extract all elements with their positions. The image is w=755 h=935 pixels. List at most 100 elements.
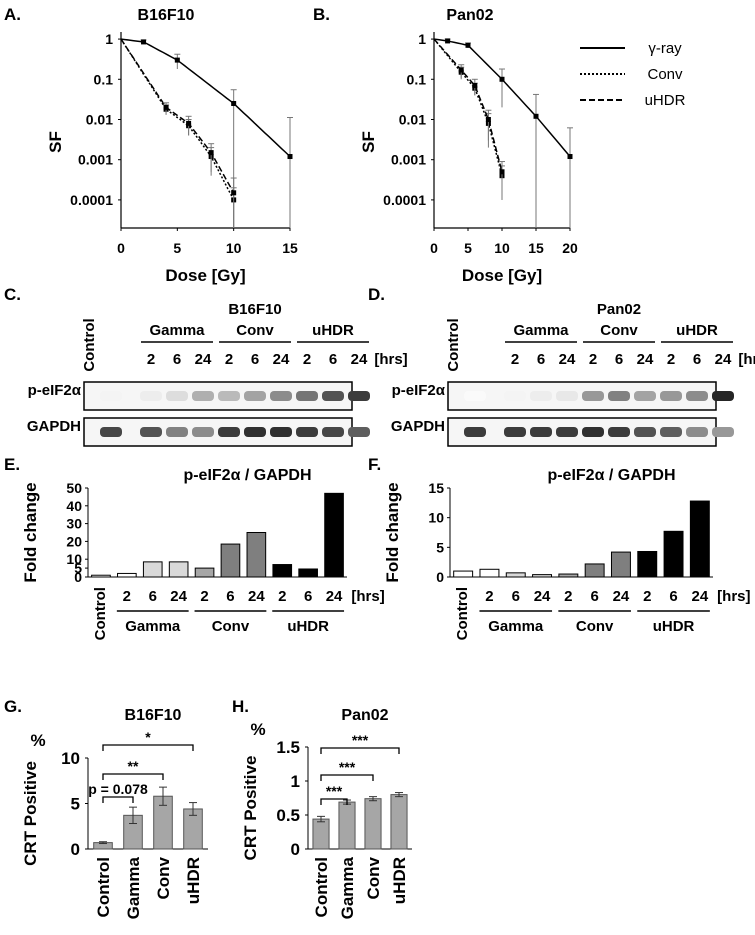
y-axis-title: SF [359,131,378,153]
x-label-control: Control [454,587,471,640]
chart-a-survival-b16f10: 1 0.1 0.01 0.001 0.0001 0 5 10 15 Dose [Gy] SF [46,31,298,285]
significance-bracket [320,747,400,754]
blot-title: B16F10 [228,301,281,318]
x-tick-label: 6 [304,588,312,605]
x-label-control: Control [92,587,109,640]
bar-0 [91,574,111,578]
y-tick-label: 50 [66,480,82,496]
timepoint-label: 24 [273,351,290,368]
blot-control-label: Control [81,318,98,371]
blot-band [244,427,266,437]
x-tick-label: 6 [512,588,520,605]
bar-1 [479,568,500,578]
timepoint-label: 6 [251,351,259,368]
x-category-label: Gamma [338,856,357,919]
group-label: Conv [576,618,614,635]
y-tick-label: 0.0001 [383,192,426,208]
y-unit-label: % [250,720,265,739]
x-category-label: uHDR [390,857,409,904]
blot-band [244,391,266,401]
blot-band [556,391,578,401]
bar-8 [663,530,684,578]
bar-5 [220,543,241,578]
y-axis-title: Fold change [383,482,402,582]
timepoint-label: 2 [511,351,519,368]
blot-band [166,427,188,437]
data-point [231,100,237,106]
y-tick-label: 1.5 [276,738,300,757]
x-tick-label: 24 [692,588,709,605]
data-point [141,39,147,45]
blot-group-label: uHDR [312,322,354,339]
group-label: uHDR [287,618,329,635]
timepoint-label: 24 [195,351,212,368]
significance-bracket [320,798,348,805]
significance-bracket [320,774,374,781]
y-tick-label: 10 [66,551,82,567]
y-tick-label: 0.01 [86,111,113,127]
blot-band [322,427,344,437]
blot-band [192,427,214,437]
row-label-gapdh: GAPDH [27,418,81,435]
row-label-gapdh: GAPDH [391,418,445,435]
unit-label: [hrs] [738,351,755,368]
blot-band [218,391,240,401]
timepoint-label: 2 [667,351,675,368]
x-tick-label: 6 [226,588,234,605]
x-tick-label: 0 [430,240,438,256]
y-unit-label: % [30,731,45,750]
bar-9 [324,492,344,578]
x-tick-label: 2 [200,588,208,605]
data-point [472,83,478,89]
x-tick-label: 2 [643,588,651,605]
timepoint-label: 6 [693,351,701,368]
x-tick-label: 5 [464,240,472,256]
x-category-label: Control [312,857,331,917]
y-tick-label: 40 [66,498,82,514]
x-category-label: Conv [364,856,383,899]
bar-1 [338,801,356,850]
data-point [287,154,293,160]
panel-letter-e: E. [4,455,20,474]
panel-letter-h: H. [232,697,249,716]
data-point [163,104,169,110]
row-label-peif2a: p-eIF2α [28,382,82,399]
chart-b-survival-pan02: 1 0.1 0.01 0.001 0.0001 0 5 10 15 20 Dose [Gy] SF [359,31,578,285]
timepoint-label: 24 [559,351,576,368]
bar-0 [312,818,330,850]
y-tick-label: 0 [436,569,444,585]
x-category-label: Conv [154,856,173,899]
x-tick-label: 24 [613,588,630,605]
blot-band [166,391,188,401]
bar-3 [168,561,189,578]
blot-band [348,391,370,401]
unit-label: [hrs] [374,351,407,368]
group-label: Gamma [488,618,544,635]
panel-letter-g: G. [4,697,22,716]
bar-3 [532,574,553,578]
y-tick-label: 0.5 [276,806,300,825]
blot-d-pan02: ControlPan02GammaConvuHDR262426242624[hr… [391,301,755,447]
x-tick-label: 6 [590,588,598,605]
significance-label: * [145,729,151,745]
data-point [445,38,451,44]
significance-label: *** [339,759,356,775]
bar-3 [390,794,408,850]
y-tick-label: 0.001 [78,152,113,168]
group-label: Gamma [125,618,181,635]
blot-band [140,391,162,401]
series-line-0 [120,38,291,158]
panel-letter-a: A. [4,5,21,24]
significance-bracket [102,773,164,780]
timepoint-label: 2 [303,351,311,368]
bar-9 [689,500,710,578]
blot-band [608,391,630,401]
y-axis-title: CRT Positive [21,761,40,866]
legend-label: Conv [647,66,683,83]
panel-letter-d: D. [368,285,385,304]
blot-title: Pan02 [597,301,641,318]
bar-2 [505,572,526,578]
x-tick-label: 15 [282,240,298,256]
blot-band [556,427,578,437]
